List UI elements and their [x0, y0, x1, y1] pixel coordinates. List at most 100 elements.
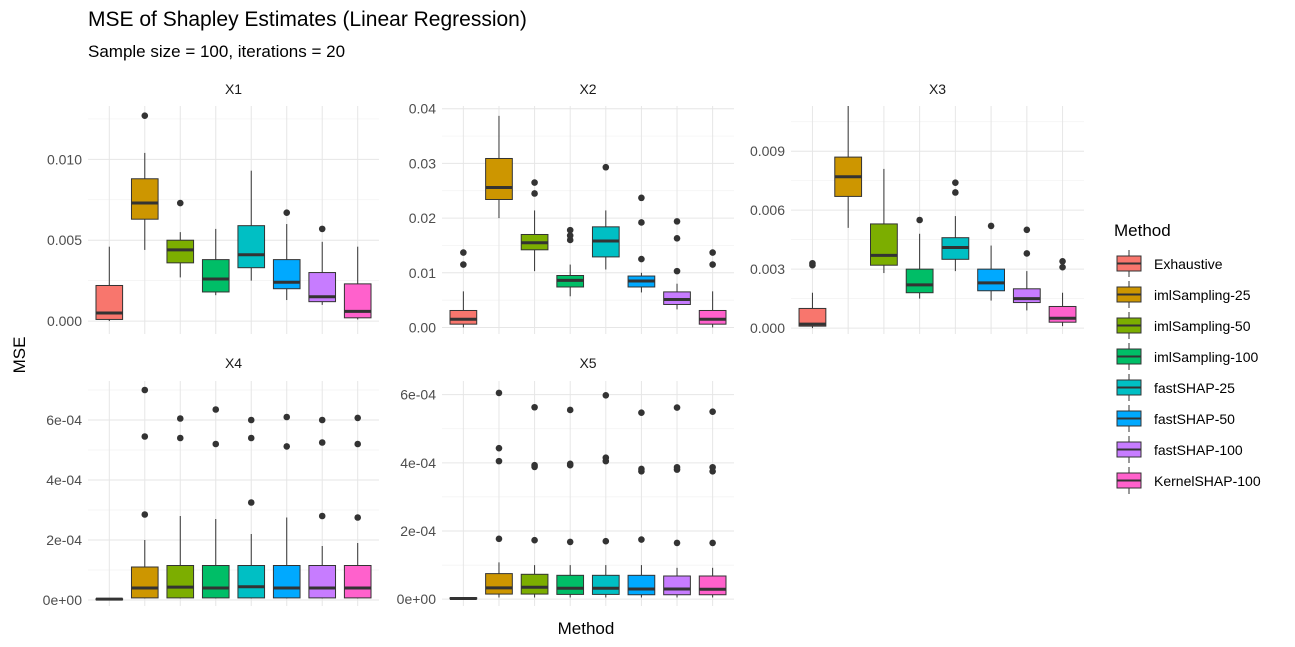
outlier-point: [247, 499, 255, 506]
outlier-point: [318, 416, 326, 424]
outlier-point: [809, 259, 816, 267]
outlier-point: [176, 199, 184, 207]
outlier-point: [602, 163, 610, 171]
outlier-point: [709, 261, 716, 268]
outlier-point: [602, 392, 610, 399]
box-iqr: [485, 573, 513, 595]
facet-panels: X10.0000.0050.010X20.000.010.020.030.04X…: [43, 81, 1084, 608]
y-tick-label: 0.01: [409, 265, 436, 281]
outlier-point: [495, 457, 503, 465]
box-iqr: [308, 565, 337, 599]
legend-title: Method: [1114, 221, 1171, 240]
box-iqr: [977, 268, 1005, 292]
outlier-point: [495, 535, 503, 543]
facet-strip-label: X4: [225, 355, 242, 371]
box-fastshap-100: [663, 218, 691, 310]
box-iqr: [520, 573, 549, 595]
box-kernelshap-100: [343, 414, 372, 599]
box-imlsampling-25: [130, 112, 159, 250]
box-kernelshap-100: [343, 246, 372, 320]
legend-item: imlSampling-25: [1116, 281, 1251, 308]
box-fastshap-50: [627, 194, 656, 293]
outlier-point: [283, 443, 291, 450]
legend-label: imlSampling-100: [1154, 349, 1258, 365]
outlier-point: [531, 179, 538, 186]
outlier-point: [709, 539, 716, 547]
box-imlsampling-25: [485, 389, 513, 598]
box-fastshap-50: [272, 209, 301, 301]
box-iqr: [272, 565, 301, 599]
legend-item: KernelSHAP-100: [1116, 467, 1261, 494]
outlier-point: [916, 216, 923, 224]
legend-item: fastSHAP-25: [1116, 374, 1235, 401]
box-imlsampling-100: [201, 406, 230, 599]
y-tick-label: 0e+00: [43, 592, 83, 608]
box-iqr: [1012, 288, 1041, 304]
box-kernelshap-100: [698, 249, 727, 328]
legend-item: imlSampling-50: [1116, 312, 1251, 339]
box-fastshap-25: [941, 179, 970, 272]
box-fastshap-100: [308, 416, 337, 599]
box-iqr: [166, 565, 195, 599]
legend-label: imlSampling-25: [1154, 287, 1251, 303]
y-tick-label: 2e-04: [400, 523, 436, 539]
box-iqr: [201, 565, 230, 599]
box-iqr: [698, 309, 727, 325]
box-iqr: [166, 239, 195, 264]
legend-label: fastSHAP-50: [1154, 411, 1235, 427]
outlier-point: [709, 463, 716, 471]
outlier-point: [531, 461, 538, 469]
y-tick-label: 4e-04: [400, 455, 436, 471]
box-fastshap-50: [977, 222, 1005, 301]
y-tick-label: 0.003: [750, 261, 785, 277]
box-iqr: [1048, 305, 1077, 323]
outlier-point: [673, 539, 681, 547]
outlier-point: [673, 404, 681, 411]
y-tick-label: 6e-04: [46, 412, 82, 428]
outlier-point: [952, 189, 959, 196]
y-axis-label: MSE: [10, 337, 29, 374]
panel-x2: X2 0.00 0.01 0.02 0.03 0.04: [409, 81, 734, 335]
box-fastshap-50: [627, 409, 656, 598]
outlier-point: [638, 194, 645, 202]
panel-x3: X3 0.000 0.003 0.006 0.009: [750, 81, 1084, 336]
y-tick-label: 0.02: [409, 210, 436, 226]
y-tick-label: 0.03: [409, 155, 436, 171]
outlier-point: [566, 538, 574, 546]
outlier-point: [566, 460, 574, 468]
box-imlsampling-100: [556, 406, 585, 598]
box-exhaustive: [449, 597, 478, 600]
box-fastshap-100: [308, 225, 337, 305]
panel-x5: X5 0e+00 2e-04 4e-04 6e-04: [397, 355, 734, 607]
box-iqr: [870, 223, 898, 266]
outlier-point: [1059, 257, 1066, 265]
legend-item: imlSampling-100: [1116, 343, 1258, 370]
legend: Method Exhaustive imlSampling-25 imlSampli…: [1114, 221, 1261, 494]
outlier-point: [141, 386, 149, 394]
y-tick-label: 0.010: [47, 151, 82, 167]
outlier-point: [638, 409, 645, 417]
y-tick-label: 4e-04: [46, 472, 82, 488]
box-fastshap-25: [591, 163, 620, 270]
outlier-point: [354, 414, 362, 422]
box-fastshap-25: [237, 416, 266, 599]
outlier-point: [318, 512, 326, 520]
outlier-point: [247, 434, 255, 442]
box-fastshap-25: [237, 170, 266, 281]
y-tick-label: 0.005: [47, 232, 82, 248]
outlier-point: [460, 261, 467, 268]
legend-label: imlSampling-50: [1154, 318, 1251, 334]
box-fastshap-100: [1012, 226, 1041, 311]
y-tick-label: 6e-04: [400, 387, 436, 403]
box-exhaustive: [95, 597, 124, 601]
box-imlsampling-100: [905, 216, 934, 299]
box-iqr: [798, 307, 827, 327]
box-fastshap-25: [591, 392, 620, 598]
outlier-point: [952, 179, 959, 186]
box-imlsampling-100: [201, 228, 230, 296]
box-iqr: [272, 259, 301, 290]
box-imlsampling-50: [166, 199, 195, 278]
legend-item: fastSHAP-50: [1116, 405, 1235, 432]
box-iqr: [343, 565, 372, 599]
